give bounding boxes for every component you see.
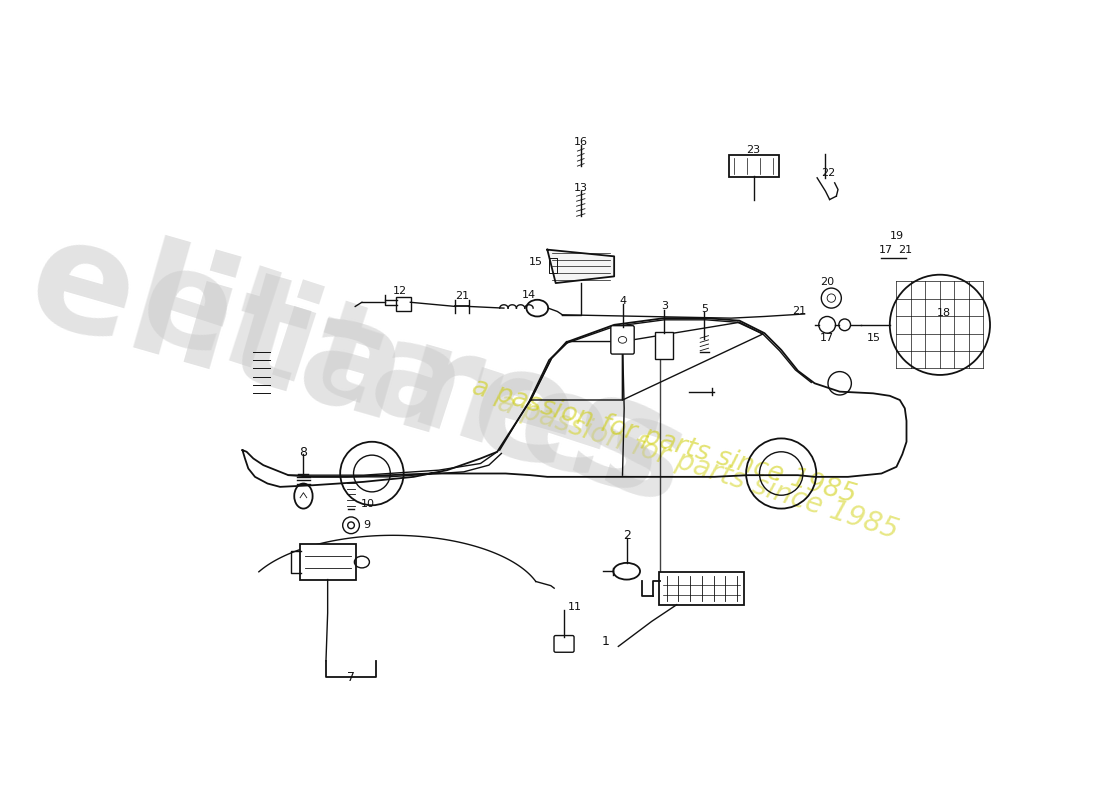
FancyBboxPatch shape: [656, 332, 673, 359]
Text: 10: 10: [361, 499, 375, 510]
Text: 12: 12: [393, 286, 407, 297]
Text: a passion for parts since 1985: a passion for parts since 1985: [470, 374, 859, 509]
Text: 13: 13: [574, 183, 587, 193]
Text: a passion for parts since 1985: a passion for parts since 1985: [494, 389, 902, 545]
Text: 21: 21: [455, 291, 470, 302]
Text: 11: 11: [569, 602, 582, 612]
Text: 20: 20: [821, 278, 834, 287]
Text: 5: 5: [701, 304, 708, 314]
Text: 2: 2: [623, 530, 630, 542]
Text: 3: 3: [661, 302, 668, 311]
FancyBboxPatch shape: [300, 544, 356, 581]
Text: 17: 17: [821, 334, 834, 343]
Text: 9: 9: [364, 520, 371, 530]
Text: 4: 4: [619, 295, 626, 306]
Text: 19: 19: [890, 231, 903, 242]
Text: 22: 22: [821, 168, 835, 178]
Text: 16: 16: [574, 137, 587, 147]
Text: 18: 18: [937, 308, 952, 318]
FancyBboxPatch shape: [396, 298, 411, 310]
Polygon shape: [548, 250, 614, 283]
Text: elitares: elitares: [125, 235, 702, 531]
Text: 15: 15: [529, 257, 543, 267]
FancyBboxPatch shape: [728, 155, 779, 177]
Text: 15: 15: [867, 334, 880, 343]
Text: 14: 14: [521, 290, 536, 300]
Text: 7: 7: [346, 671, 355, 684]
Text: 21: 21: [898, 246, 912, 255]
FancyBboxPatch shape: [659, 572, 745, 606]
Text: 1: 1: [602, 635, 609, 648]
Text: 23: 23: [747, 146, 761, 155]
Text: 21: 21: [792, 306, 806, 317]
FancyBboxPatch shape: [554, 635, 574, 652]
Text: 17: 17: [879, 246, 893, 255]
FancyBboxPatch shape: [610, 326, 635, 354]
Text: 8: 8: [299, 446, 307, 459]
Text: elitares: elitares: [12, 205, 682, 529]
